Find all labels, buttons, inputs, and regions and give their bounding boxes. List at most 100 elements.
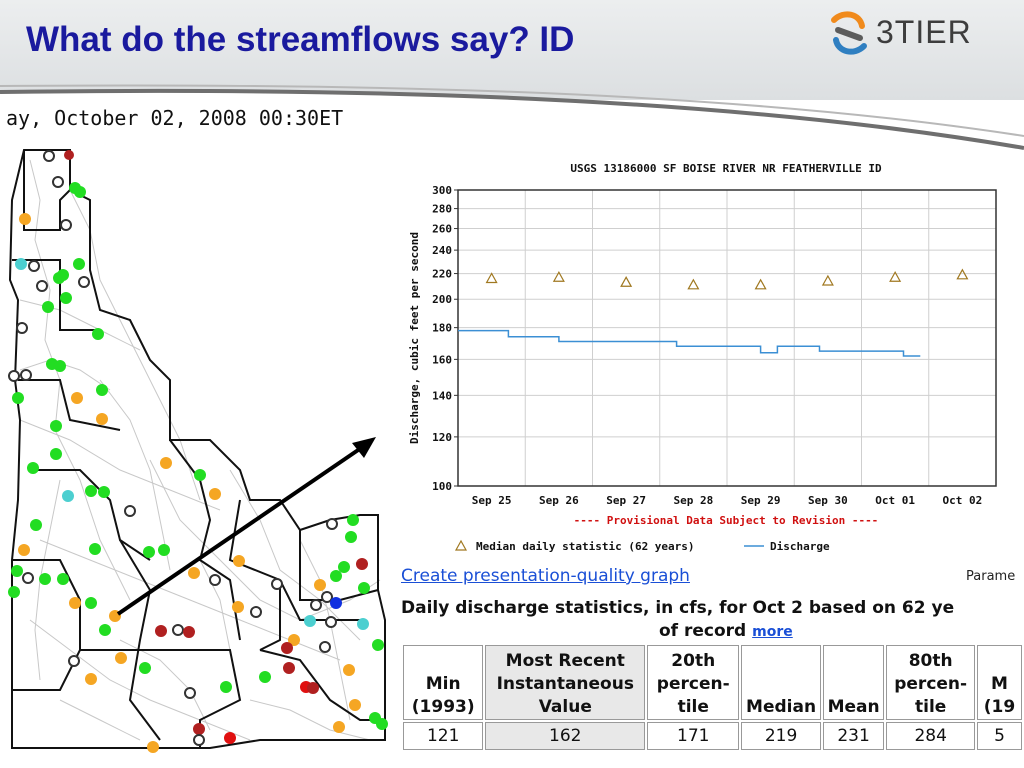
site-dot-icon <box>19 213 31 225</box>
idaho-map <box>8 149 388 753</box>
open-circle-icon <box>271 578 283 590</box>
swirl-icon <box>831 11 867 55</box>
open-circle-icon <box>22 572 34 584</box>
col-mean: Mean <box>822 645 885 720</box>
site-dot-icon <box>155 625 167 637</box>
x-tick-label: Sep 25 <box>472 494 512 507</box>
site-dot-icon <box>307 682 319 694</box>
hydrograph-chart: USGS 13186000 SF BOISE RIVER NR FEATHERV… <box>408 162 997 553</box>
stats-header-row: Min (1993) Most Recent Instantaneous Value … <box>403 645 1022 720</box>
col-most-recent: Most Recent Instantaneous Value <box>485 645 646 720</box>
site-dot-icon <box>347 514 359 526</box>
open-circle-icon <box>20 369 32 381</box>
open-circle-icon <box>184 687 196 699</box>
site-dot-icon <box>99 624 111 636</box>
x-tick-label: Sep 26 <box>539 494 579 507</box>
open-circle-icon <box>325 616 337 628</box>
site-dot-icon <box>50 420 62 432</box>
hydrograph-panel: USGS 13186000 SF BOISE RIVER NR FEATHERV… <box>400 156 1024 568</box>
site-dot-icon <box>139 662 151 674</box>
company-logo: 3TIER <box>826 8 1006 58</box>
site-dot-icon <box>12 392 24 404</box>
col-max: M (19 <box>976 645 1022 720</box>
x-tick-label: Oct 02 <box>943 494 983 507</box>
site-dot-icon <box>85 673 97 685</box>
col-80th: 80th percen-tile <box>886 645 975 720</box>
median-point-triangle-icon <box>956 268 969 280</box>
more-link[interactable]: more <box>752 624 793 640</box>
site-dot-icon <box>57 269 69 281</box>
site-dot-icon <box>96 413 108 425</box>
open-circle-icon <box>193 734 205 746</box>
y-tick-label: 180 <box>432 322 452 335</box>
median-point-triangle-icon <box>552 271 565 282</box>
open-circle-icon <box>28 260 40 272</box>
site-dot-icon <box>345 531 357 543</box>
x-tick-label: Sep 27 <box>606 494 646 507</box>
stats-title-line2: of record more <box>401 620 1024 644</box>
value-median: 219 <box>741 722 821 750</box>
site-dot-icon <box>69 597 81 609</box>
stats-value-row: 121 162 171 219 231 284 5 <box>403 722 1022 750</box>
site-dot-icon <box>11 565 23 577</box>
site-dot-icon <box>194 469 206 481</box>
y-tick-label: 160 <box>432 353 452 366</box>
site-dot-icon <box>62 490 74 502</box>
site-dot-icon <box>50 448 62 460</box>
site-dot-icon <box>330 597 342 609</box>
site-dot-icon <box>64 150 74 160</box>
site-dot-icon <box>54 360 66 372</box>
create-graph-link[interactable]: Create presentation-quality graph <box>401 566 690 586</box>
site-dot-icon <box>220 681 232 693</box>
site-dot-icon <box>18 544 30 556</box>
site-dot-icon <box>343 664 355 676</box>
river-network <box>19 159 381 741</box>
site-dot-icon <box>89 543 101 555</box>
median-point-triangle-icon <box>485 272 498 284</box>
site-dot-icon <box>232 601 244 613</box>
site-dot-icon <box>376 718 388 730</box>
site-dot-icon <box>314 579 326 591</box>
site-dot-icon <box>98 486 110 498</box>
site-dot-icon <box>15 258 27 270</box>
site-dot-icon <box>188 567 200 579</box>
value-max: 5 <box>976 722 1022 750</box>
site-dot-icon <box>372 639 384 651</box>
plot-frame <box>457 189 997 487</box>
site-dot-icon <box>115 652 127 664</box>
site-dot-icon <box>338 561 350 573</box>
site-dot-icon <box>193 723 205 735</box>
y-tick-label: 220 <box>432 268 452 281</box>
map-date: ay, October 02, 2008 00:30ET <box>6 106 344 130</box>
site-dot-icon <box>74 186 86 198</box>
slide-title: What do the streamflows say? ID <box>26 20 575 59</box>
site-dot-icon <box>73 258 85 270</box>
site-dot-icon <box>209 488 221 500</box>
site-dot-icon <box>109 610 121 622</box>
col-20th: 20th percen-tile <box>647 645 740 720</box>
open-circle-icon <box>36 280 48 292</box>
site-dot-icon <box>357 618 369 630</box>
stats-title: Daily discharge statistics, in cfs, for … <box>401 597 1024 644</box>
chart-title: USGS 13186000 SF BOISE RIVER NR FEATHERV… <box>570 162 882 175</box>
site-dot-icon <box>85 485 97 497</box>
open-circle-icon <box>16 322 28 334</box>
legend-discharge-label: Discharge <box>770 540 830 553</box>
stats-table: Min (1993) Most Recent Instantaneous Value … <box>401 643 1024 752</box>
site-dot-icon <box>71 392 83 404</box>
site-dot-icon <box>333 721 345 733</box>
site-dot-icon <box>160 457 172 469</box>
y-axis-label: Discharge, cubic feet per second <box>408 232 421 444</box>
value-20th: 171 <box>647 722 740 750</box>
open-circle-icon <box>319 641 331 653</box>
site-dot-icon <box>27 462 39 474</box>
open-circle-icon <box>52 176 64 188</box>
open-circle-icon <box>43 150 55 162</box>
y-tick-label: 240 <box>432 244 452 257</box>
stats-title-line1: Daily discharge statistics, in cfs, for … <box>401 598 955 618</box>
provisional-note: ---- Provisional Data Subject to Revisio… <box>574 514 879 527</box>
discharge-line <box>458 329 921 357</box>
value-min: 121 <box>403 722 484 750</box>
site-dot-icon <box>158 544 170 556</box>
site-dot-icon <box>330 570 342 582</box>
